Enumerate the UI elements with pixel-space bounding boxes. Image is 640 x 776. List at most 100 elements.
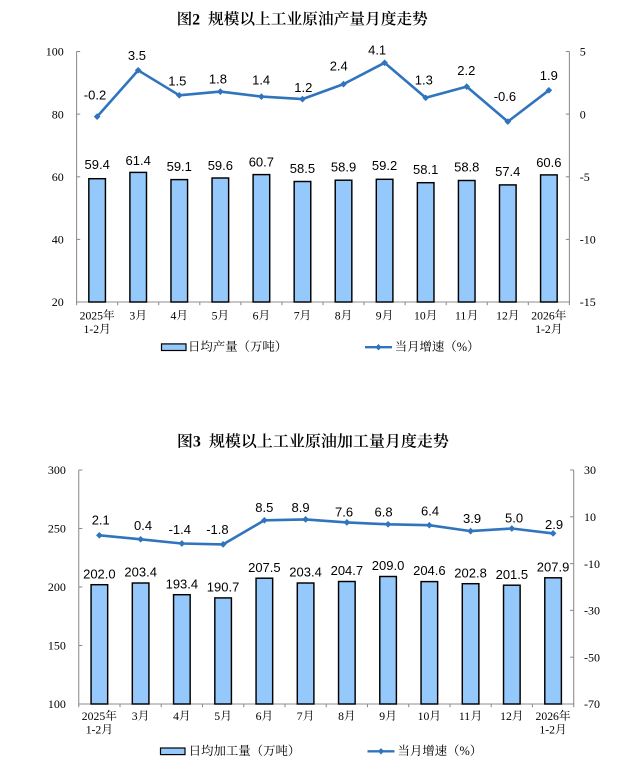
svg-text:-10: -10	[580, 233, 596, 247]
svg-text:193.4: 193.4	[166, 576, 199, 591]
svg-text:4: 4	[173, 710, 179, 723]
svg-text:-1.4: -1.4	[169, 522, 191, 537]
svg-text:6.4: 6.4	[421, 504, 439, 519]
svg-text:7: 7	[294, 309, 300, 322]
svg-text:%: %	[460, 744, 470, 758]
svg-text:201.5: 201.5	[496, 567, 529, 582]
svg-text:40: 40	[52, 233, 64, 247]
svg-text:1-2: 1-2	[86, 723, 102, 736]
svg-text:5: 5	[214, 710, 220, 723]
svg-text:61.4: 61.4	[126, 153, 151, 168]
svg-text:30: 30	[584, 463, 596, 477]
svg-text:%: %	[457, 340, 467, 354]
svg-text:207.5: 207.5	[248, 560, 281, 575]
svg-text:60: 60	[52, 170, 64, 184]
svg-text:1.2: 1.2	[294, 80, 312, 95]
svg-text:-15: -15	[580, 295, 596, 309]
svg-text:2026: 2026	[536, 710, 560, 723]
svg-text:3.5: 3.5	[128, 48, 146, 63]
svg-text:-70: -70	[584, 697, 600, 711]
svg-text:1-2: 1-2	[84, 323, 100, 336]
svg-text:3: 3	[132, 710, 138, 723]
svg-text:-0.2: -0.2	[84, 88, 106, 103]
svg-text:202.8: 202.8	[454, 565, 487, 580]
svg-text:1.5: 1.5	[168, 73, 186, 88]
svg-text:1-2: 1-2	[535, 323, 551, 336]
svg-text:-10: -10	[584, 557, 600, 571]
svg-text:58.1: 58.1	[413, 162, 438, 177]
svg-text:20: 20	[52, 295, 64, 309]
svg-text:200: 200	[48, 580, 66, 594]
svg-text:5.0: 5.0	[505, 510, 523, 525]
svg-text:9: 9	[379, 710, 385, 723]
svg-text:59.2: 59.2	[372, 158, 397, 173]
svg-text:8.5: 8.5	[255, 500, 273, 515]
svg-text:58.8: 58.8	[454, 160, 479, 175]
svg-text:7: 7	[297, 710, 303, 723]
svg-text:2025: 2025	[80, 309, 104, 322]
svg-text:8: 8	[338, 710, 344, 723]
svg-text:60.6: 60.6	[536, 155, 561, 170]
svg-text:11: 11	[459, 710, 470, 723]
svg-text:1.4: 1.4	[252, 73, 270, 88]
svg-text:3: 3	[129, 309, 135, 322]
svg-text:1.8: 1.8	[209, 72, 227, 87]
svg-text:1.3: 1.3	[415, 73, 433, 88]
svg-text:60.7: 60.7	[249, 155, 274, 170]
svg-text:-1.8: -1.8	[206, 522, 228, 537]
svg-text:59.4: 59.4	[85, 157, 110, 172]
svg-text:6: 6	[256, 710, 262, 723]
svg-text:2.9: 2.9	[545, 517, 563, 532]
svg-text:1.9: 1.9	[540, 68, 558, 83]
svg-text:0.4: 0.4	[134, 518, 152, 533]
svg-text:150: 150	[48, 639, 66, 653]
svg-text:190.7: 190.7	[207, 580, 240, 595]
svg-text:100: 100	[48, 697, 66, 711]
svg-text:-0.6: -0.6	[494, 89, 516, 104]
svg-text:2.1: 2.1	[92, 513, 110, 528]
svg-text:5: 5	[212, 309, 218, 322]
svg-text:0: 0	[580, 107, 586, 121]
svg-text:59.1: 59.1	[167, 159, 192, 174]
svg-text:209.0: 209.0	[372, 558, 405, 573]
svg-text:2025: 2025	[82, 710, 106, 723]
svg-text:58.9: 58.9	[331, 160, 356, 175]
svg-text:59.6: 59.6	[208, 158, 233, 173]
svg-text:57.4: 57.4	[495, 164, 520, 179]
svg-text:204.7: 204.7	[331, 563, 364, 578]
svg-text:207.9: 207.9	[537, 559, 570, 574]
svg-text:4: 4	[171, 309, 177, 322]
svg-text:12: 12	[496, 309, 508, 322]
svg-text:203.4: 203.4	[124, 565, 157, 580]
svg-text:7.6: 7.6	[335, 504, 353, 519]
svg-text:6: 6	[253, 309, 259, 322]
svg-text:203.4: 203.4	[289, 565, 322, 580]
svg-text:5: 5	[580, 45, 586, 59]
svg-text:8.9: 8.9	[292, 500, 310, 515]
svg-text:11: 11	[455, 309, 466, 322]
svg-text:9: 9	[376, 309, 382, 322]
svg-text:-5: -5	[580, 170, 590, 184]
svg-text:100: 100	[46, 45, 64, 59]
svg-text:-30: -30	[584, 604, 600, 618]
svg-text:80: 80	[52, 107, 64, 121]
svg-text:3: 3	[193, 434, 201, 451]
svg-text:202.0: 202.0	[83, 566, 116, 581]
svg-text:300: 300	[48, 463, 66, 477]
svg-text:10: 10	[584, 510, 596, 524]
svg-text:10: 10	[418, 710, 430, 723]
svg-text:2: 2	[192, 11, 200, 28]
svg-text:6.8: 6.8	[375, 505, 393, 520]
svg-text:58.5: 58.5	[290, 161, 315, 176]
svg-text:1-2: 1-2	[539, 723, 555, 736]
svg-text:2.2: 2.2	[457, 63, 475, 78]
svg-text:-50: -50	[584, 650, 600, 664]
svg-text:2026: 2026	[531, 309, 555, 322]
svg-text:12: 12	[500, 710, 512, 723]
svg-text:250: 250	[48, 522, 66, 536]
svg-text:10: 10	[414, 309, 426, 322]
svg-text:2.4: 2.4	[330, 58, 348, 73]
svg-text:4.1: 4.1	[368, 42, 386, 57]
svg-text:204.6: 204.6	[413, 563, 446, 578]
svg-text:3.9: 3.9	[463, 511, 481, 526]
